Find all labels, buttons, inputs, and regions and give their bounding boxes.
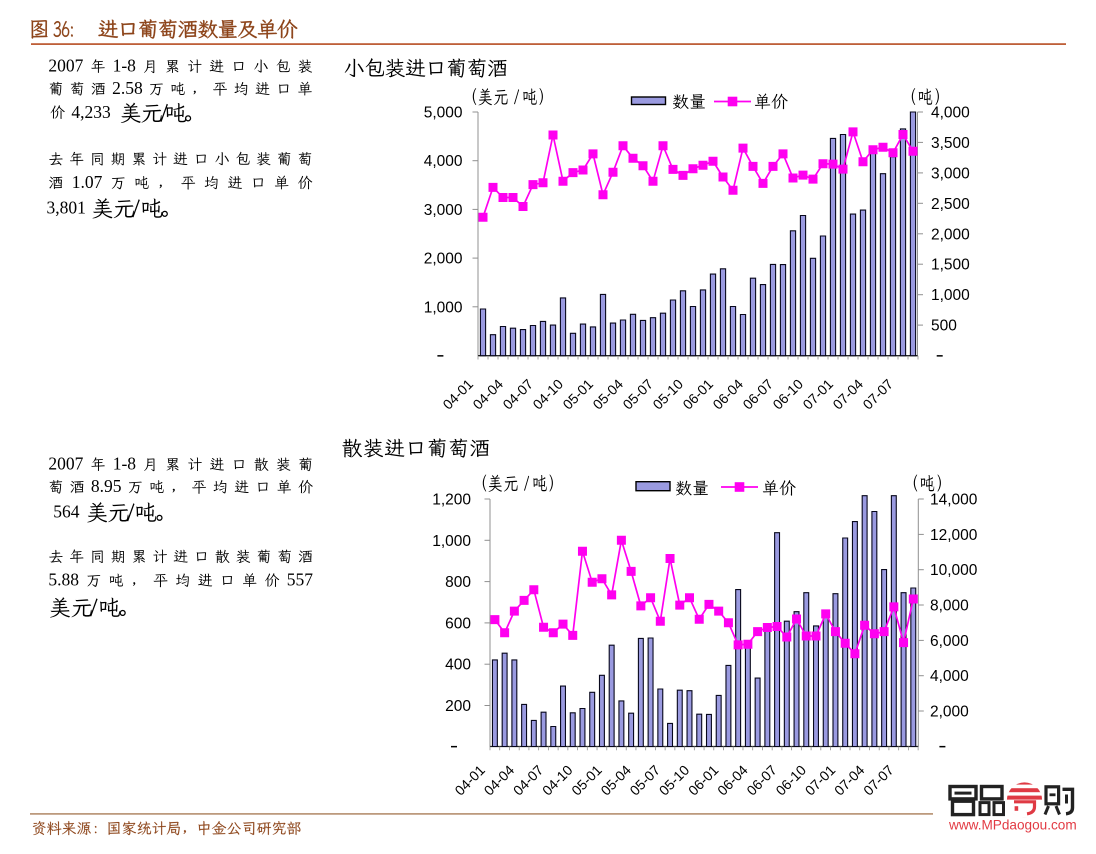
svg-text:05-10: 05-10 [649,376,686,413]
svg-text:3,000: 3,000 [424,202,463,219]
svg-text:3,500: 3,500 [931,135,970,152]
svg-text:8.95: 8.95 [91,476,122,496]
svg-text:www.MPdaogou.com: www.MPdaogou.com [948,818,1077,833]
svg-text:2,000: 2,000 [424,251,463,268]
svg-text:04-01: 04-01 [439,376,476,413]
svg-text:07-07: 07-07 [859,376,896,413]
svg-text:564: 564 [53,502,79,522]
svg-text:05-04: 05-04 [597,762,634,799]
svg-text:05-07: 05-07 [619,376,656,413]
svg-text:5,000: 5,000 [424,105,463,122]
svg-text:04-04: 04-04 [481,762,518,799]
svg-text:06-04: 06-04 [709,376,746,413]
svg-text:05-01: 05-01 [568,762,605,799]
svg-text:2007: 2007 [48,56,83,76]
svg-text:04-10: 04-10 [539,762,576,799]
svg-text:06-07: 06-07 [743,762,780,799]
svg-text:07-07: 07-07 [860,762,897,799]
svg-text:1,000: 1,000 [432,533,471,550]
svg-text:3,801: 3,801 [47,197,86,217]
svg-text:04-04: 04-04 [469,376,506,413]
svg-text:07-01: 07-01 [802,762,839,799]
svg-text:4,000: 4,000 [424,153,463,170]
svg-text:06-10: 06-10 [772,762,809,799]
svg-text:8,000: 8,000 [930,598,969,615]
svg-text:2.58: 2.58 [112,78,143,98]
svg-text:1,500: 1,500 [931,257,970,274]
svg-text:557: 557 [287,570,314,590]
svg-text:2,000: 2,000 [930,704,969,721]
svg-text:04-01: 04-01 [451,762,488,799]
svg-text:4,000: 4,000 [931,105,970,122]
svg-text:400: 400 [445,657,471,674]
svg-text:4,233: 4,233 [71,102,111,122]
svg-text:1.07: 1.07 [72,172,103,192]
svg-text:4,000: 4,000 [930,668,969,685]
svg-text:04-07: 04-07 [499,376,536,413]
svg-text:2007: 2007 [48,454,83,474]
svg-text:1,000: 1,000 [424,299,463,316]
svg-text:04-10: 04-10 [529,376,566,413]
svg-text:1,200: 1,200 [432,492,471,509]
svg-text:2,000: 2,000 [931,226,970,243]
svg-text:200: 200 [445,698,471,715]
svg-text:5.88: 5.88 [48,570,79,590]
svg-text:07-01: 07-01 [799,376,836,413]
svg-text:800: 800 [445,574,471,591]
svg-text:500: 500 [931,318,957,335]
svg-text:05-01: 05-01 [559,376,596,413]
svg-text:05-10: 05-10 [656,762,693,799]
svg-text:1-8: 1-8 [113,56,137,76]
svg-text:10,000: 10,000 [930,562,978,579]
svg-text:06-01: 06-01 [679,376,716,413]
svg-text:04-07: 04-07 [510,762,547,799]
svg-text:05-04: 05-04 [589,376,626,413]
svg-text:06-10: 06-10 [769,376,806,413]
svg-text:3,000: 3,000 [931,165,970,182]
svg-text:12,000: 12,000 [930,527,978,544]
svg-text:07-04: 07-04 [829,376,866,413]
svg-text:6,000: 6,000 [930,633,969,650]
svg-text:600: 600 [445,615,471,632]
svg-text:05-07: 05-07 [626,762,663,799]
svg-text:07-04: 07-04 [831,762,868,799]
svg-text:2,500: 2,500 [931,196,970,213]
svg-text:06-01: 06-01 [685,762,722,799]
svg-text:1-8: 1-8 [113,454,137,474]
svg-text:14,000: 14,000 [930,492,978,509]
svg-text:06-04: 06-04 [714,762,751,799]
svg-text:06-07: 06-07 [739,376,776,413]
svg-text:1,000: 1,000 [931,287,970,304]
